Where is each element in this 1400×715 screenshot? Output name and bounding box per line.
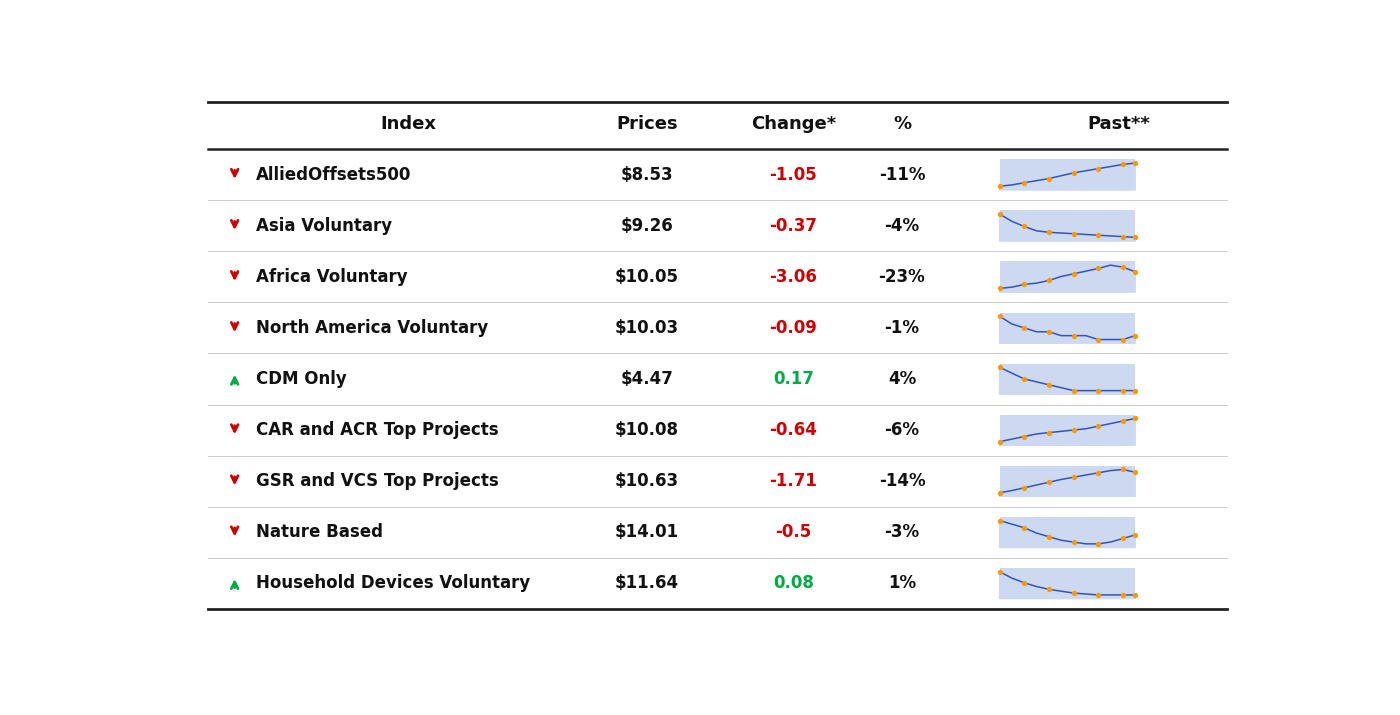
- Text: CDM Only: CDM Only: [256, 370, 347, 388]
- Text: -1%: -1%: [885, 319, 920, 337]
- Text: CAR and ACR Top Projects: CAR and ACR Top Projects: [256, 421, 498, 439]
- Text: Prices: Prices: [616, 115, 678, 133]
- Bar: [1000, 517, 1135, 548]
- Text: -0.64: -0.64: [770, 421, 818, 439]
- Text: AlliedOffsets500: AlliedOffsets500: [256, 166, 412, 184]
- Text: %: %: [893, 115, 911, 133]
- Text: -1.05: -1.05: [770, 166, 818, 184]
- Text: -23%: -23%: [879, 268, 925, 286]
- Text: North America Voluntary: North America Voluntary: [256, 319, 489, 337]
- Polygon shape: [1000, 316, 1135, 343]
- Text: 4%: 4%: [888, 370, 916, 388]
- Bar: [1000, 415, 1135, 445]
- Bar: [1000, 465, 1135, 496]
- Polygon shape: [1000, 214, 1135, 241]
- Text: $10.63: $10.63: [615, 472, 679, 490]
- Text: Past**: Past**: [1088, 115, 1151, 133]
- Text: -4%: -4%: [885, 217, 920, 235]
- Bar: [1000, 210, 1135, 241]
- Text: Index: Index: [381, 115, 437, 133]
- Text: -3%: -3%: [885, 523, 920, 541]
- Polygon shape: [1000, 571, 1135, 598]
- Text: -0.09: -0.09: [770, 319, 818, 337]
- Text: $9.26: $9.26: [620, 217, 673, 235]
- Text: Africa Voluntary: Africa Voluntary: [256, 268, 407, 286]
- Polygon shape: [1000, 368, 1135, 394]
- Text: Nature Based: Nature Based: [256, 523, 384, 541]
- Bar: [1000, 159, 1135, 190]
- Text: -1.71: -1.71: [770, 472, 818, 490]
- Bar: [1000, 262, 1135, 292]
- Text: -14%: -14%: [879, 472, 925, 490]
- Text: $8.53: $8.53: [620, 166, 673, 184]
- Text: $10.05: $10.05: [615, 268, 679, 286]
- Text: $11.64: $11.64: [615, 574, 679, 592]
- Text: $10.08: $10.08: [615, 421, 679, 439]
- Text: -0.37: -0.37: [770, 217, 818, 235]
- Text: Household Devices Voluntary: Household Devices Voluntary: [256, 574, 531, 592]
- Text: -11%: -11%: [879, 166, 925, 184]
- Polygon shape: [1000, 418, 1135, 445]
- Text: -3.06: -3.06: [770, 268, 818, 286]
- Text: 1%: 1%: [888, 574, 916, 592]
- Polygon shape: [1000, 265, 1135, 292]
- Text: Change*: Change*: [750, 115, 836, 133]
- Bar: [1000, 312, 1135, 343]
- Polygon shape: [1000, 521, 1135, 548]
- Polygon shape: [1000, 470, 1135, 496]
- Polygon shape: [1000, 163, 1135, 190]
- Text: -6%: -6%: [885, 421, 920, 439]
- Text: Asia Voluntary: Asia Voluntary: [256, 217, 392, 235]
- Text: GSR and VCS Top Projects: GSR and VCS Top Projects: [256, 472, 500, 490]
- Text: 0.08: 0.08: [773, 574, 813, 592]
- Text: $10.03: $10.03: [615, 319, 679, 337]
- Text: 0.17: 0.17: [773, 370, 813, 388]
- Text: -0.5: -0.5: [776, 523, 812, 541]
- Text: $14.01: $14.01: [615, 523, 679, 541]
- Bar: [1000, 568, 1135, 598]
- Bar: [1000, 364, 1135, 394]
- Text: $4.47: $4.47: [620, 370, 673, 388]
